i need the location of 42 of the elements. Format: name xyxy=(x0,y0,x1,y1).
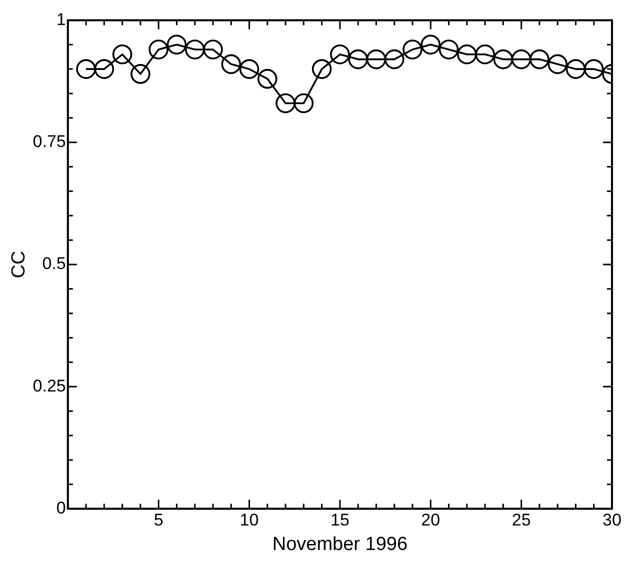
point xyxy=(438,40,459,60)
point xyxy=(366,49,386,70)
x-tick-label: 30 xyxy=(602,510,622,530)
point xyxy=(493,49,514,70)
x-tick-label: 25 xyxy=(512,510,531,530)
point xyxy=(548,54,568,74)
y-tick-label: 1 xyxy=(56,10,66,29)
point xyxy=(276,93,296,114)
y-axis-title: CC xyxy=(8,250,30,278)
point xyxy=(203,40,223,60)
y-tick-label: 0 xyxy=(56,498,66,518)
point xyxy=(457,44,477,64)
point xyxy=(239,59,260,79)
point xyxy=(584,59,604,79)
y-tick-label: 0.25 xyxy=(32,376,66,396)
point xyxy=(294,93,314,114)
point xyxy=(312,59,332,79)
x-axis-title: November 1996 xyxy=(272,534,408,555)
x-tick-label: 15 xyxy=(330,510,350,530)
x-tick-label: 5 xyxy=(154,510,164,530)
point xyxy=(148,40,168,60)
point xyxy=(76,59,96,79)
point xyxy=(112,44,132,64)
point xyxy=(257,68,278,89)
point xyxy=(348,49,368,70)
point xyxy=(566,59,586,79)
x-tick-label: 20 xyxy=(421,510,440,530)
point xyxy=(384,49,404,70)
point xyxy=(330,44,350,64)
point xyxy=(530,49,550,70)
point xyxy=(402,40,422,60)
point xyxy=(420,34,441,55)
point xyxy=(184,40,205,60)
point xyxy=(475,44,495,64)
point xyxy=(221,54,242,74)
x-tick-label: 10 xyxy=(240,510,259,530)
point xyxy=(94,59,114,79)
point xyxy=(166,34,187,55)
y-tick-label: 0.5 xyxy=(42,254,66,274)
point xyxy=(130,64,150,84)
y-tick-label: 0.75 xyxy=(32,132,66,152)
point xyxy=(511,49,532,70)
